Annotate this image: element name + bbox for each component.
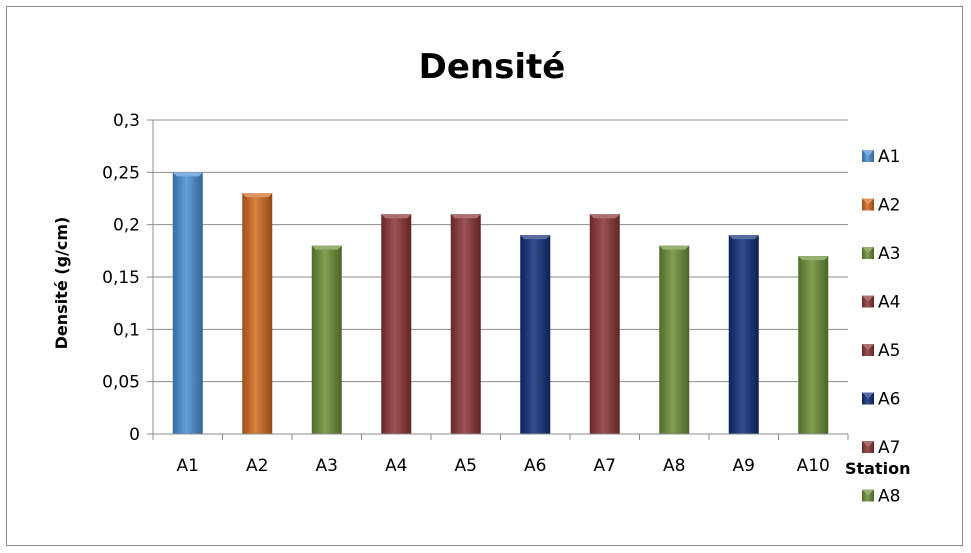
chart-title: Densité [419, 47, 566, 87]
bar-a7 [589, 214, 620, 434]
bars [172, 172, 829, 435]
legend-label: A7 [878, 438, 900, 458]
bar-bevel [381, 214, 412, 219]
y-tick-label: 0,05 [102, 373, 140, 393]
bar-bevel [659, 245, 690, 250]
x-tick-label: A3 [316, 456, 338, 476]
axes [147, 119, 849, 440]
y-tick-label: 0,25 [102, 163, 140, 183]
bar-a4 [381, 214, 412, 434]
bar-a8 [659, 245, 690, 434]
bar-a1 [172, 172, 203, 435]
y-tick-label: 0,15 [102, 268, 140, 288]
legend-item-a6: A6 [862, 390, 900, 410]
bar-body [520, 235, 551, 434]
legend-swatch-bevel [862, 198, 874, 205]
legend-label: A8 [878, 487, 900, 507]
legend-swatch-bevel [862, 489, 874, 496]
legend-swatch-bevel [862, 295, 874, 302]
y-tick-labels: 0 0,05 0,1 0,15 0,2 0,25 0,3 [102, 111, 140, 445]
legend-item-a5: A5 [862, 341, 900, 361]
bar-bevel [172, 172, 203, 177]
legend: A1 A2 A3 A4 A5 A6 A7 A8 [862, 147, 900, 507]
bar-bevel [728, 235, 759, 240]
x-tick-label: A1 [177, 456, 199, 476]
bar-bevel [520, 235, 551, 240]
bar-body [728, 235, 759, 434]
bar-bevel [242, 193, 273, 198]
bar-body [381, 214, 412, 434]
bar-bevel [589, 214, 620, 219]
y-tick-label: 0,3 [113, 111, 140, 131]
legend-swatch-bevel [862, 247, 874, 253]
bar-bevel [798, 256, 829, 261]
legend-item-a8: A8 [862, 487, 900, 507]
y-axis-title: Densité (g/cm) [52, 217, 71, 350]
y-tick-label: 0 [129, 425, 140, 445]
x-tick-label: A6 [524, 456, 546, 476]
y-tick-label: 0,1 [113, 320, 140, 340]
legend-item-a1: A1 [862, 147, 900, 167]
bar-body [798, 256, 829, 434]
bar-a10 [798, 256, 829, 434]
y-tick-label: 0,2 [113, 216, 140, 236]
bar-body [311, 245, 342, 434]
legend-label: A2 [878, 196, 900, 216]
x-tick-label: A2 [246, 456, 268, 476]
legend-swatch-bevel [862, 392, 874, 399]
bar-a5 [450, 214, 481, 434]
bar-bevel [450, 214, 481, 219]
legend-item-a3: A3 [862, 244, 900, 264]
bar-a2 [242, 193, 273, 434]
bar-bevel [311, 245, 342, 250]
x-axis-title: Station [845, 459, 910, 478]
bar-a9 [728, 235, 759, 434]
legend-swatch-bevel [862, 344, 874, 350]
legend-label: A1 [878, 147, 900, 167]
legend-item-a2: A2 [862, 196, 900, 216]
legend-label: A4 [878, 293, 900, 313]
x-tick-label: A5 [455, 456, 477, 476]
bar-a6 [520, 235, 551, 434]
legend-label: A6 [878, 390, 900, 410]
bar-body [242, 193, 273, 434]
legend-item-a4: A4 [862, 293, 900, 313]
x-tick-labels: A1 A2 A3 A4 A5 A6 A7 A8 A9 A10 [177, 456, 830, 476]
bar-body [589, 214, 620, 434]
x-tick-label: A4 [385, 456, 407, 476]
bar-body [172, 172, 203, 435]
bar-body [450, 214, 481, 434]
x-tick-label: A8 [663, 456, 685, 476]
legend-label: A3 [878, 244, 900, 264]
bar-body [659, 245, 690, 434]
legend-swatch-bevel [862, 441, 874, 447]
legend-item-a7: A7 [862, 438, 900, 458]
x-tick-label: A7 [594, 456, 616, 476]
x-tick-label: A9 [733, 456, 755, 476]
legend-swatch-bevel [862, 150, 874, 156]
x-tick-label: A10 [797, 456, 830, 476]
legend-label: A5 [878, 341, 900, 361]
bar-a3 [311, 245, 342, 434]
